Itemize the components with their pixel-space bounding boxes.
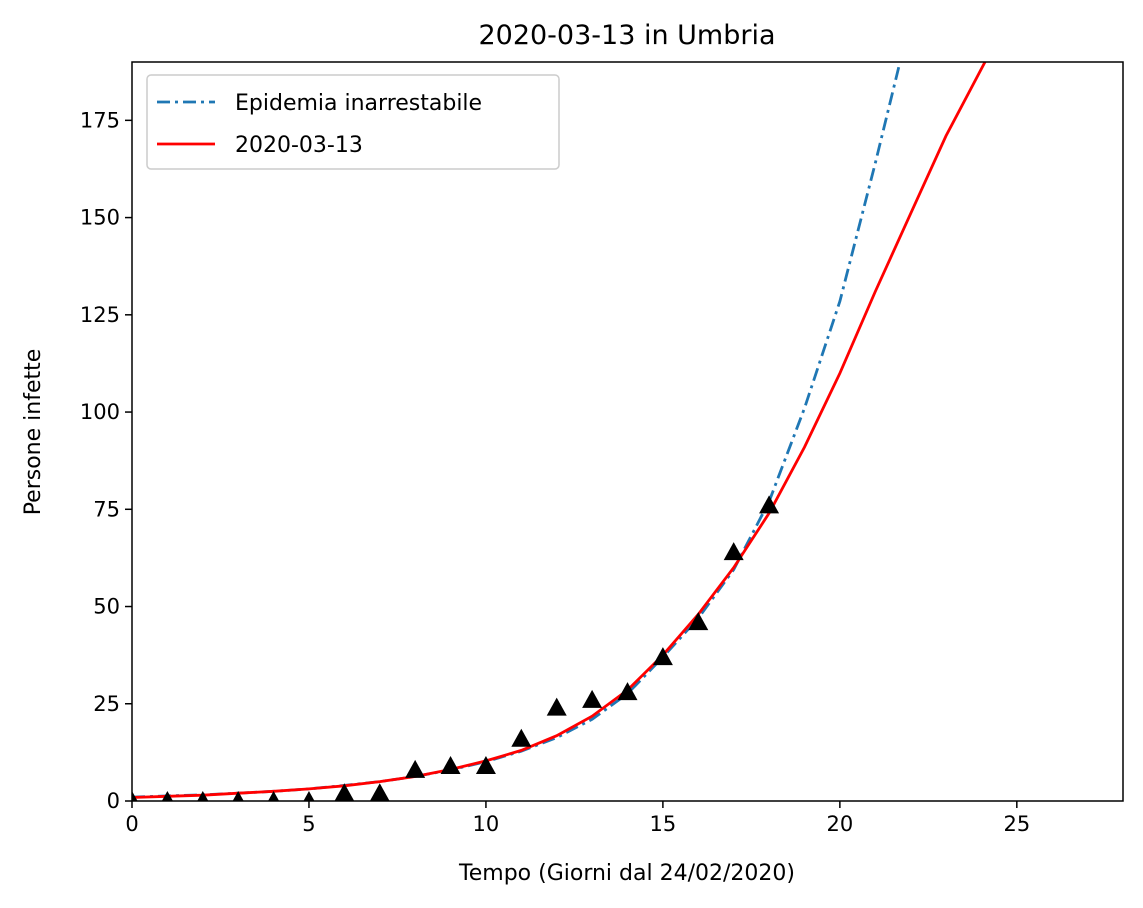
legend-label: Epidemia inarrestabile — [235, 91, 482, 116]
y-tick-label: 25 — [93, 692, 120, 716]
data-point-marker — [161, 791, 173, 801]
legend-label: 2020-03-13 — [235, 133, 363, 158]
data-point-marker — [405, 759, 426, 778]
data-point-marker — [723, 542, 744, 561]
data-point-marker — [688, 612, 709, 631]
y-tick-label: 175 — [80, 108, 120, 132]
data-point-marker — [268, 791, 280, 801]
x-tick-label: 20 — [826, 812, 853, 836]
data-point-marker — [475, 755, 496, 774]
y-tick-label: 150 — [80, 206, 120, 230]
data-point-marker — [334, 783, 355, 801]
data-point-marker — [369, 783, 390, 801]
x-tick-label: 10 — [473, 812, 500, 836]
data-point-marker — [759, 495, 780, 514]
data-point-marker — [232, 791, 244, 801]
y-tick-label: 75 — [93, 497, 120, 521]
y-axis-label: Persone infette — [21, 349, 46, 516]
data-point-marker — [197, 791, 209, 801]
y-tick-label: 125 — [80, 303, 120, 327]
data-point-marker — [582, 689, 603, 708]
data-point-marker — [511, 728, 532, 747]
data-point-marker — [440, 755, 461, 774]
x-axis-label: Tempo (Giorni dal 24/02/2020) — [458, 861, 795, 886]
x-tick-label: 5 — [302, 812, 315, 836]
data-point-marker — [132, 791, 138, 801]
data-point-marker — [652, 647, 673, 666]
y-tick-label: 0 — [107, 789, 120, 813]
data-point-marker — [303, 791, 315, 801]
data-point-marker — [617, 682, 638, 701]
x-tick-label: 15 — [650, 812, 677, 836]
y-tick-label: 50 — [93, 595, 120, 619]
x-tick-label: 25 — [1003, 812, 1030, 836]
x-tick-label: 0 — [125, 812, 138, 836]
legend-box — [146, 74, 560, 170]
data-point-marker — [546, 697, 567, 716]
chart-title: 2020-03-13 in Umbria — [478, 20, 775, 51]
plot-frame — [131, 61, 1124, 802]
y-tick-label: 100 — [80, 400, 120, 424]
